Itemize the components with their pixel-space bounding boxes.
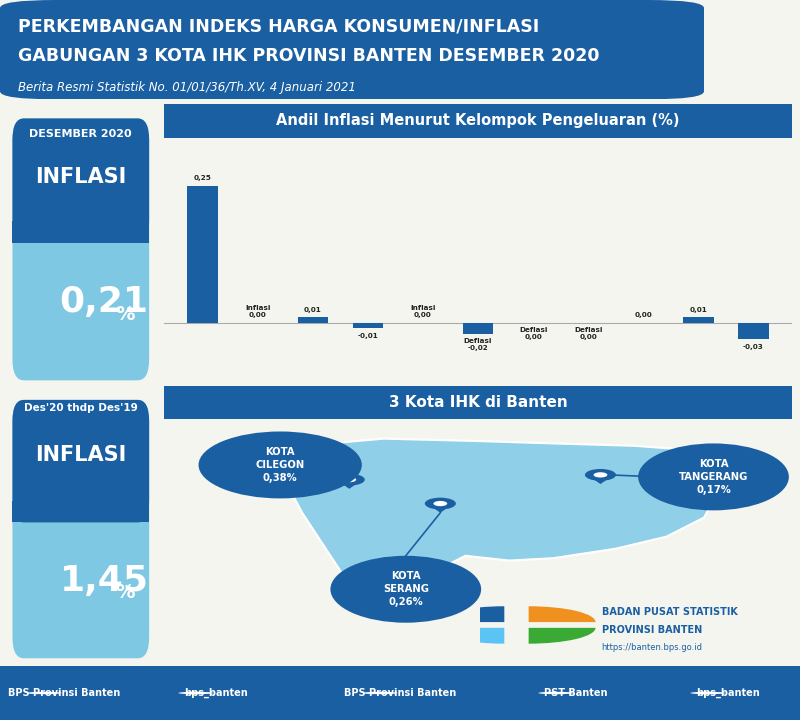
FancyBboxPatch shape (13, 118, 149, 380)
Wedge shape (438, 606, 504, 622)
Circle shape (538, 692, 574, 694)
Text: Des'20 thdp Des'19: Des'20 thdp Des'19 (24, 402, 138, 413)
Text: -0,03: -0,03 (743, 343, 764, 350)
Text: PERKEMBANGAN INDEKS HARGA KONSUMEN/INFLASI: PERKEMBANGAN INDEKS HARGA KONSUMEN/INFLA… (18, 18, 539, 36)
Text: Inflasi
0,00: Inflasi 0,00 (410, 305, 435, 318)
Text: INFLASI: INFLASI (35, 167, 126, 187)
Text: INFLASI: INFLASI (35, 445, 126, 465)
Text: BPS Provinsi Banten: BPS Provinsi Banten (8, 688, 120, 698)
Text: 0,01: 0,01 (690, 307, 707, 313)
Wedge shape (529, 628, 595, 644)
Circle shape (585, 469, 616, 481)
Bar (187, 186, 218, 323)
Text: Berita Resmi Statistik No. 01/01/36/Th.XV, 4 Januari 2021: Berita Resmi Statistik No. 01/01/36/Th.X… (18, 81, 355, 94)
Text: %: % (115, 583, 135, 603)
Text: KOTA
CILEGON
0,38%: KOTA CILEGON 0,38% (255, 446, 305, 483)
Polygon shape (430, 505, 450, 513)
Circle shape (362, 692, 398, 694)
Text: %: % (115, 305, 135, 324)
Polygon shape (290, 438, 717, 618)
Text: 0,25: 0,25 (194, 175, 211, 181)
Ellipse shape (198, 431, 362, 498)
Text: GABUNGAN 3 KOTA IHK PROVINSI BANTEN DESEMBER 2020: GABUNGAN 3 KOTA IHK PROVINSI BANTEN DESE… (18, 47, 599, 65)
Bar (353, 323, 383, 328)
Text: 0,21: 0,21 (59, 285, 149, 319)
Bar (13, 501, 149, 523)
FancyBboxPatch shape (13, 400, 149, 658)
Text: KOTA
SERANG
0,26%: KOTA SERANG 0,26% (382, 571, 429, 608)
Text: BADAN PUSAT STATISTIK: BADAN PUSAT STATISTIK (602, 607, 738, 617)
Bar (13, 221, 149, 243)
Wedge shape (529, 606, 595, 622)
Text: BPS Provinsi Banten: BPS Provinsi Banten (344, 688, 456, 698)
FancyBboxPatch shape (0, 0, 704, 99)
Text: bps_banten: bps_banten (696, 688, 760, 698)
Circle shape (26, 692, 62, 694)
FancyBboxPatch shape (164, 386, 792, 419)
Text: 0,00: 0,00 (634, 312, 652, 318)
Bar (738, 323, 769, 339)
Text: 1,45: 1,45 (59, 564, 149, 598)
Text: bps_banten: bps_banten (184, 688, 248, 698)
Text: PST Banten: PST Banten (544, 688, 608, 698)
Polygon shape (590, 477, 611, 484)
Text: PROVINSI BANTEN: PROVINSI BANTEN (602, 625, 702, 635)
Circle shape (178, 692, 214, 694)
Ellipse shape (638, 444, 789, 510)
FancyBboxPatch shape (13, 400, 149, 523)
Polygon shape (339, 482, 360, 489)
Text: Deflasi
-0,02: Deflasi -0,02 (464, 338, 492, 351)
Text: KOTA
TANGERANG
0,17%: KOTA TANGERANG 0,17% (679, 459, 748, 495)
Text: Andil Inflasi Menurut Kelompok Pengeluaran (%): Andil Inflasi Menurut Kelompok Pengeluar… (276, 114, 680, 128)
Text: 3 Kota IHK di Banten: 3 Kota IHK di Banten (389, 395, 567, 410)
Text: -0,01: -0,01 (358, 333, 378, 338)
Circle shape (594, 472, 607, 477)
Circle shape (334, 474, 365, 485)
Circle shape (425, 498, 456, 510)
Wedge shape (438, 628, 504, 644)
FancyBboxPatch shape (13, 118, 149, 243)
Circle shape (434, 501, 447, 506)
Bar (683, 318, 714, 323)
Circle shape (342, 477, 356, 482)
Circle shape (690, 692, 726, 694)
Text: Deflasi
0,00: Deflasi 0,00 (574, 327, 602, 340)
Text: Inflasi
0,00: Inflasi 0,00 (245, 305, 270, 318)
Ellipse shape (330, 556, 481, 623)
Bar (298, 318, 328, 323)
Text: 0,01: 0,01 (304, 307, 322, 313)
Text: Deflasi
0,00: Deflasi 0,00 (519, 327, 547, 340)
Text: DESEMBER 2020: DESEMBER 2020 (30, 130, 132, 139)
Text: https://banten.bps.go.id: https://banten.bps.go.id (602, 643, 702, 652)
FancyBboxPatch shape (164, 104, 792, 138)
Bar (463, 323, 493, 333)
